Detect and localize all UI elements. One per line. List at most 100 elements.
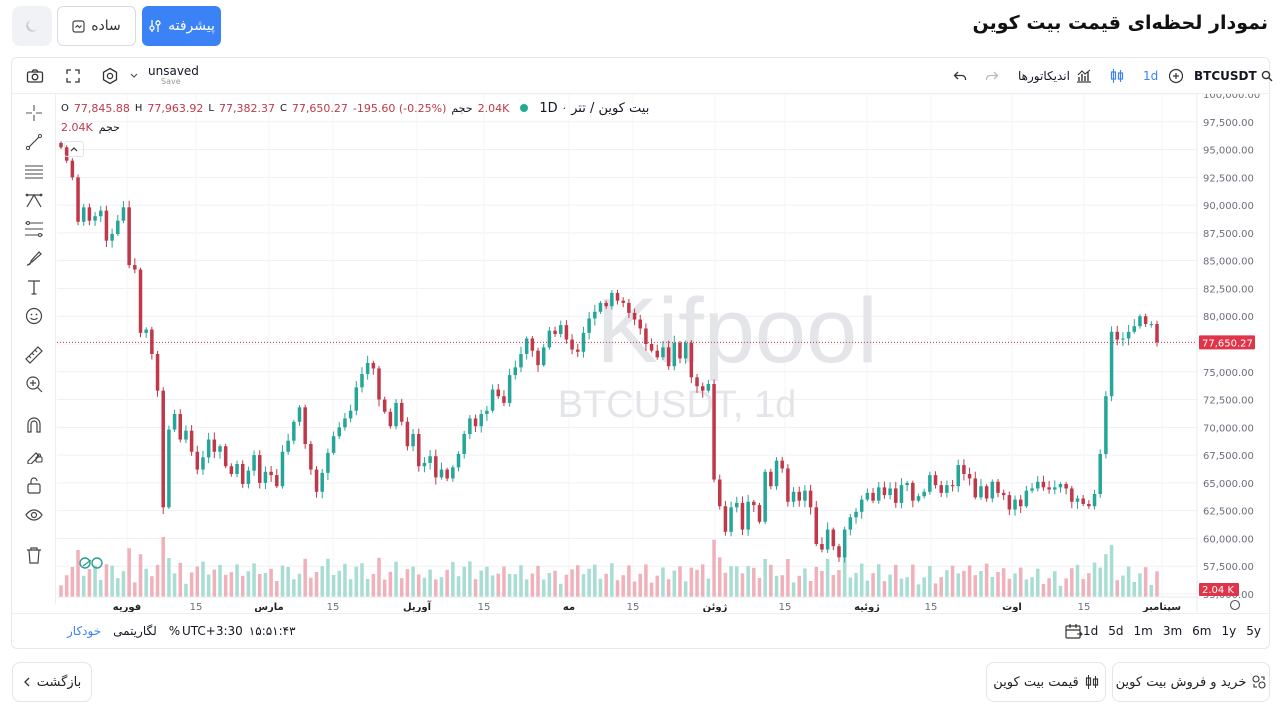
volume-bar [451,562,455,597]
volume-bar [1098,567,1102,597]
date-range-icon[interactable] [1065,623,1084,642]
volume-bar [553,570,557,597]
candle-body [882,487,887,496]
y-tick-label: 80,000.00 [1203,312,1254,323]
candle-body [831,529,836,547]
timeframe-3m[interactable]: 3m [1162,624,1183,638]
candle-body [729,507,733,532]
candle-body [547,330,552,348]
timeframe-6m[interactable]: 6m [1192,624,1212,638]
ruler-icon[interactable] [23,344,45,366]
brush-icon[interactable] [23,247,45,269]
percent-scale-toggle[interactable]: % [168,624,181,638]
change-value: -195.60 (-0.25%) [352,101,447,115]
candle-body [967,474,972,479]
trash-icon[interactable] [23,544,45,566]
tradingview-logo-icon [79,555,103,574]
candle-body [206,439,211,458]
timeframe-5y[interactable]: 5y [1246,624,1261,638]
settings-icon[interactable] [101,58,119,94]
candle-body [859,499,864,512]
text-icon[interactable] [23,276,45,298]
chevron-down-icon[interactable] [130,58,138,94]
candle-body [587,318,591,333]
theme-toggle-button[interactable] [12,6,52,46]
camera-icon[interactable] [26,58,44,94]
volume-bar [655,575,660,597]
volume-bar [195,566,200,597]
timeframe-1m[interactable]: 1m [1133,624,1153,638]
price-page-button[interactable]: قیمت بیت کوین [986,662,1106,702]
candle-body [377,368,381,400]
log-scale-toggle[interactable]: لگاریتمی [113,624,157,638]
compare-add-icon[interactable] [1168,58,1184,94]
symbol-search-button[interactable]: BTCUSDT [1194,58,1273,94]
candle-body [1070,488,1074,502]
crosshair-icon[interactable] [23,102,45,124]
candle-body [689,342,694,378]
timezone-label[interactable]: UTC+3:30 [182,624,243,638]
candle-body [337,427,342,437]
candle-body [888,488,892,496]
candles-chart-type-icon[interactable] [1110,58,1124,94]
chevron-left-icon [23,677,30,687]
candle-body [746,501,750,530]
volume-bar [121,571,126,597]
fib-icon[interactable] [23,218,45,240]
magnet-icon[interactable] [23,414,45,436]
horizontal-lines-icon[interactable] [23,160,45,182]
collapse-legend-button[interactable] [64,141,84,157]
candle-body [712,384,716,480]
volume-bar [519,565,523,597]
volume-bar [530,573,535,597]
undo-icon[interactable] [953,58,967,94]
candle-body [331,436,336,453]
emoji-icon[interactable] [23,305,45,327]
volume-bar [695,569,699,597]
candle-body [1126,331,1131,339]
volume-bar [161,537,165,597]
volume-bar [275,581,279,597]
redo-icon[interactable] [985,58,999,94]
trade-button[interactable]: خرید و فروش بیت کوین [1112,662,1270,702]
unlock-icon[interactable] [23,474,45,496]
eye-icon[interactable] [23,504,45,526]
candle-body [405,421,410,447]
volume-bar [1070,568,1074,597]
candle-body [1115,331,1120,340]
candle-body [933,475,938,486]
layout-save-button[interactable]: unsaved Save [148,58,199,94]
timeframe-1y[interactable]: 1y [1221,624,1237,638]
candle-body [865,492,870,500]
indicators-button[interactable]: اندیکاتورها [1018,58,1092,94]
auto-scale-toggle[interactable]: خودکار [67,624,102,638]
fullscreen-icon[interactable] [66,58,80,94]
candle-body [178,414,183,440]
volume-bar [729,566,733,597]
candle-body [1155,324,1159,343]
candle-body [451,467,455,479]
timeframe-5d[interactable]: 5d [1108,624,1124,638]
candle-body [820,544,824,550]
timeframe-1d[interactable]: 1d [1082,624,1099,638]
trend-line-icon[interactable] [23,131,45,153]
candle-body [229,466,234,474]
candle-body [695,377,699,387]
scale-settings-icon[interactable] [1229,599,1241,611]
candle-body [314,469,319,492]
volume-bar [439,577,444,597]
zoom-in-icon[interactable] [23,373,45,395]
volume-bar [1047,578,1051,597]
volume-bar [280,565,285,597]
volume-bar [1058,585,1063,597]
pattern-icon[interactable] [23,189,45,211]
simple-mode-button[interactable]: ساده [57,6,136,46]
volume-bar [678,566,682,597]
advanced-mode-button[interactable]: پیشرفته [142,6,221,46]
volume-bar [1030,577,1034,597]
lock-drawing-icon[interactable] [23,444,45,466]
interval-button[interactable]: 1d [1143,69,1159,83]
price-chart[interactable]: Kifpool BTCUSDT, 1d 100,000.00 97,500.00 9… [57,94,1269,612]
volume-bar [246,571,251,597]
back-button[interactable]: بازگشت [12,662,92,702]
